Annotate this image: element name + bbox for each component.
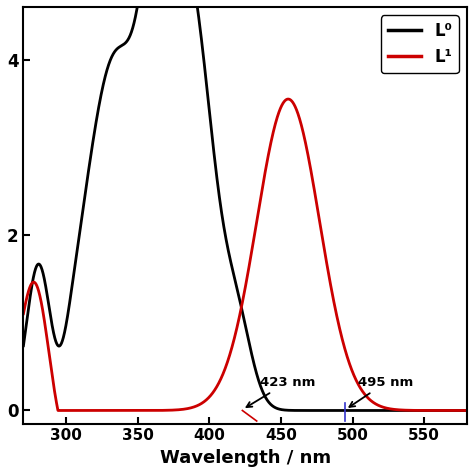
- X-axis label: Wavelength / nm: Wavelength / nm: [160, 449, 331, 467]
- Text: 423 nm: 423 nm: [246, 376, 315, 407]
- Text: 495 nm: 495 nm: [349, 376, 413, 407]
- Legend: L⁰, L¹: L⁰, L¹: [381, 15, 459, 73]
